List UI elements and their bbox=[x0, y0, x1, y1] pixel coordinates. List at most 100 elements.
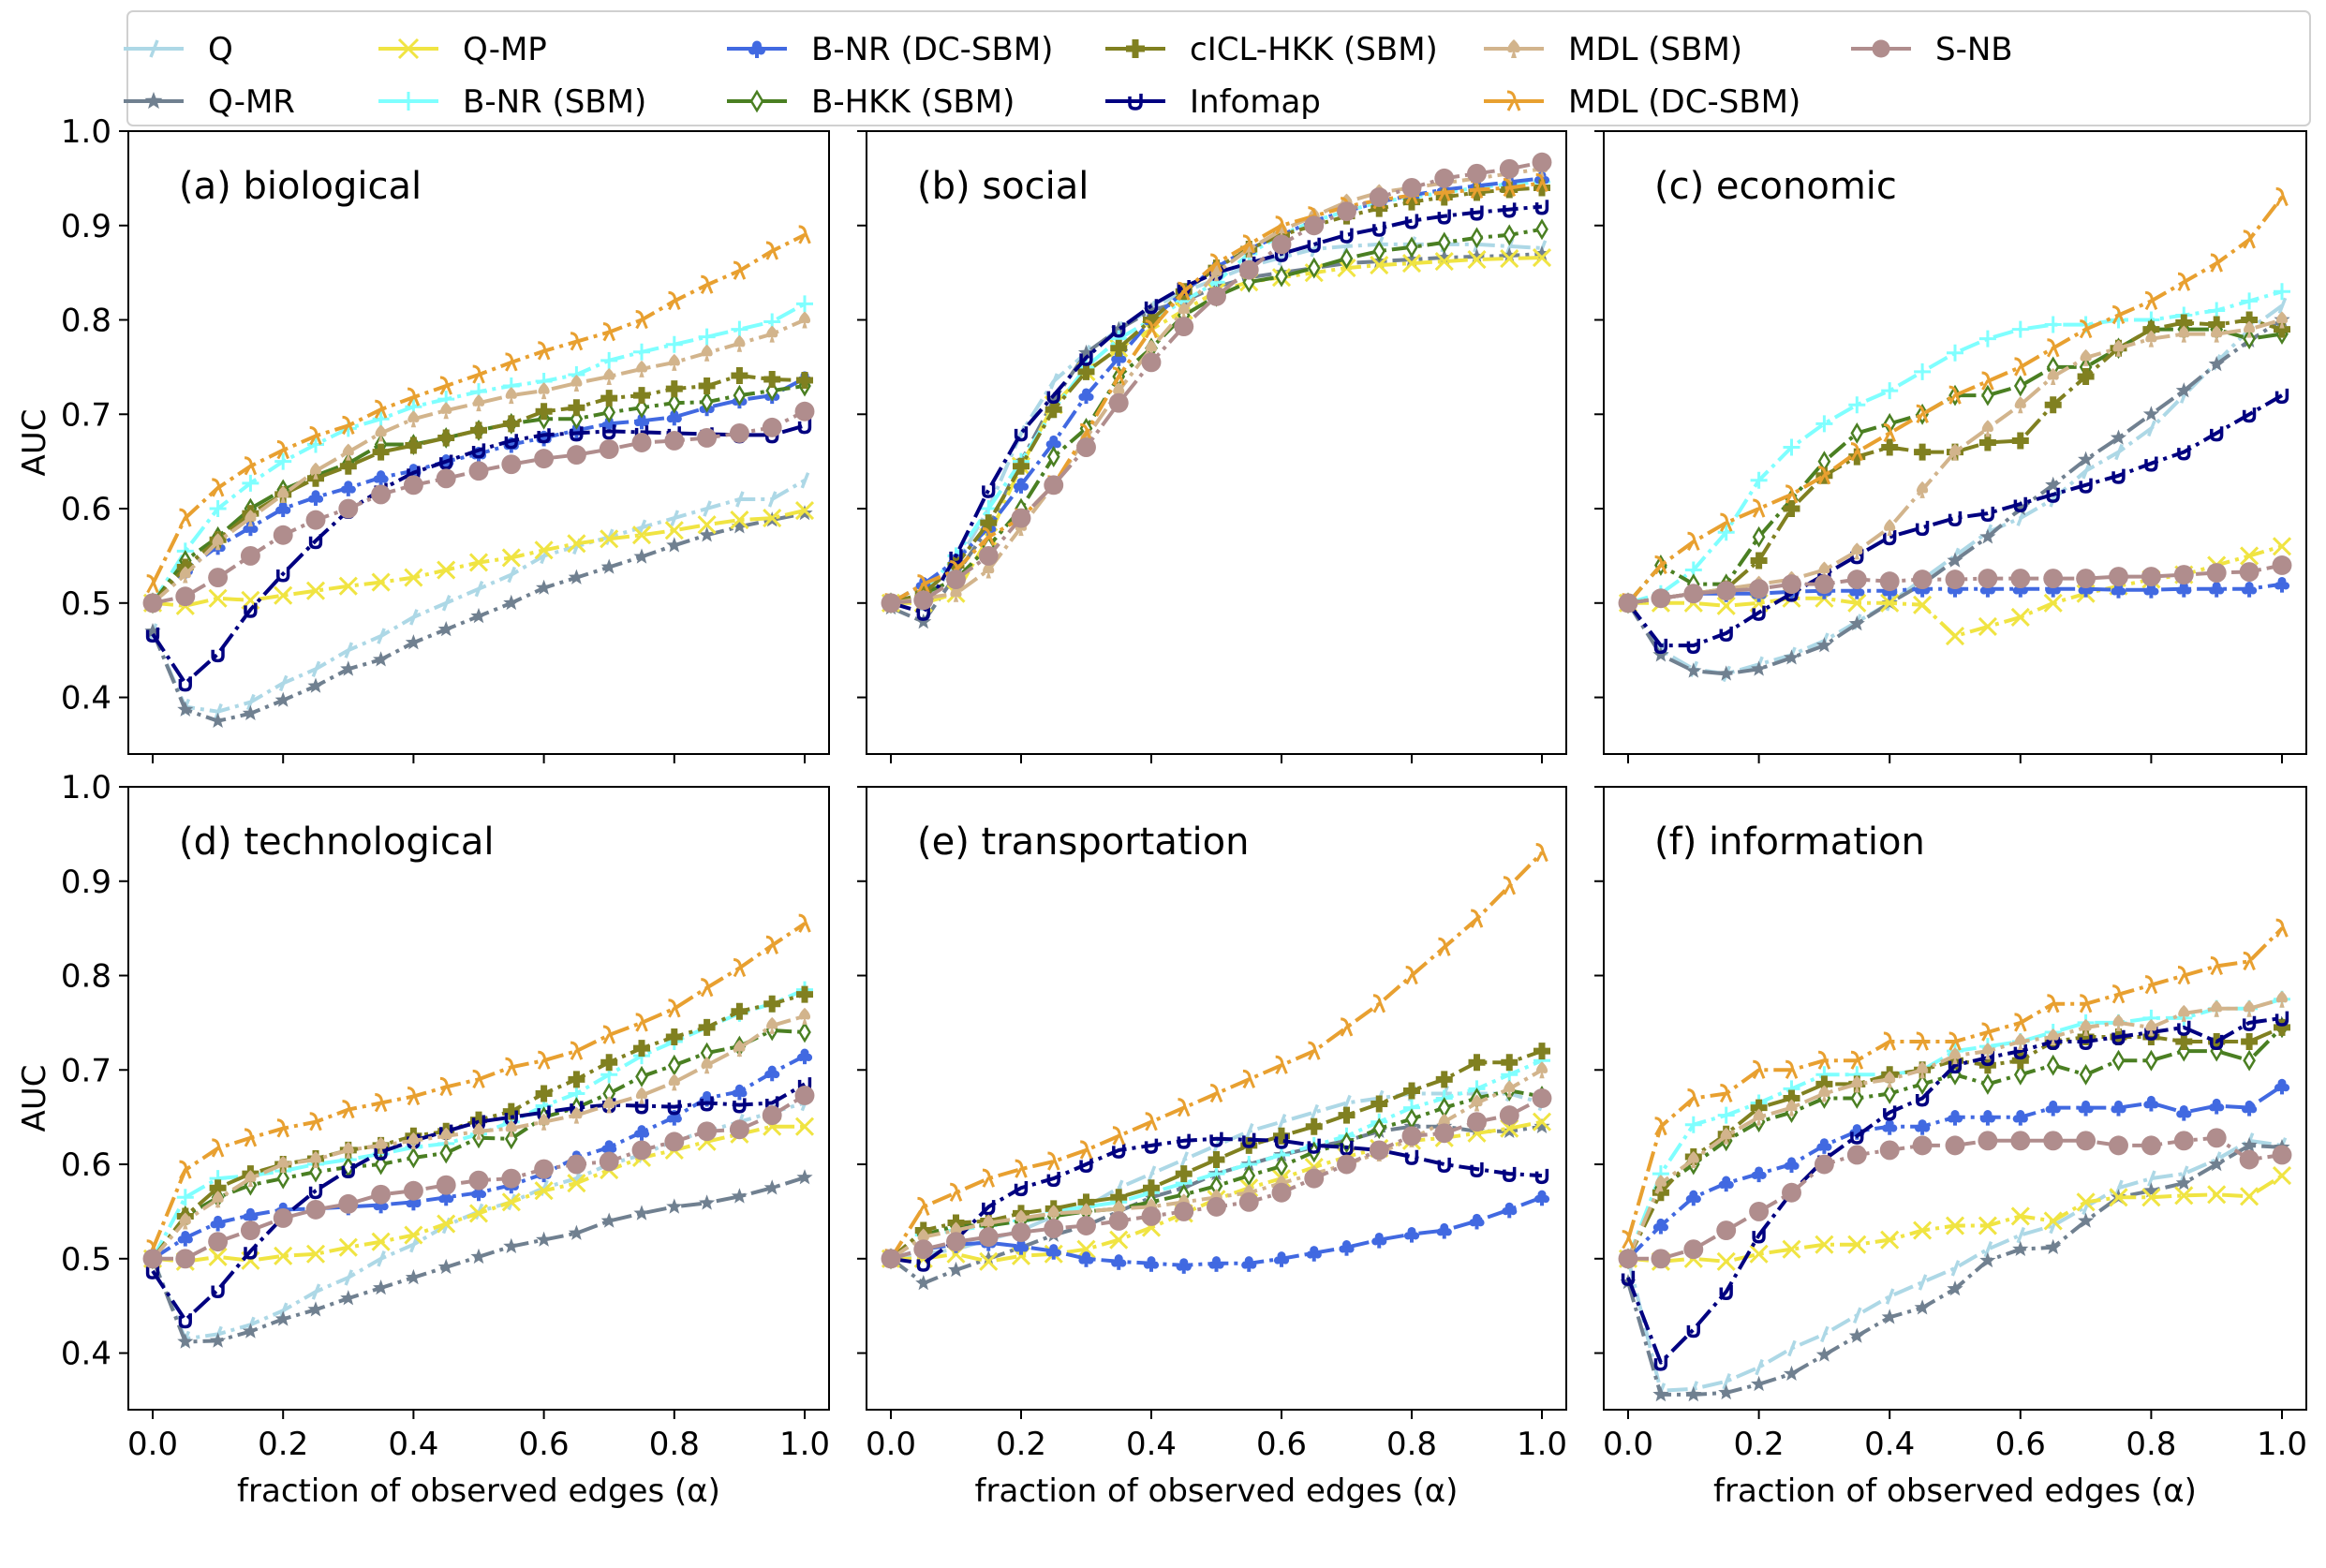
data-point bbox=[700, 978, 714, 998]
data-point bbox=[1978, 330, 1996, 348]
data-point bbox=[1653, 638, 1668, 655]
data-point bbox=[439, 1142, 453, 1164]
data-point bbox=[2111, 1100, 2126, 1117]
data-point bbox=[1013, 478, 1030, 494]
data-point bbox=[243, 1207, 259, 1224]
data-point bbox=[2114, 443, 2124, 461]
data-point bbox=[1820, 1325, 1830, 1343]
data-point bbox=[881, 593, 901, 614]
data-point bbox=[1914, 1299, 1931, 1315]
data-point bbox=[210, 1215, 226, 1232]
data-point bbox=[633, 1125, 650, 1141]
data-point bbox=[982, 1200, 996, 1216]
data-point bbox=[1468, 248, 1486, 264]
data-point bbox=[1470, 205, 1484, 221]
data-point bbox=[599, 439, 619, 460]
data-point bbox=[1755, 1358, 1764, 1376]
data-point bbox=[2077, 367, 2095, 385]
data-point bbox=[274, 585, 293, 605]
data-point bbox=[1049, 373, 1059, 390]
data-point bbox=[404, 568, 423, 587]
y-tick-label: 0.8 bbox=[61, 303, 111, 340]
series-line bbox=[151, 374, 806, 605]
data-point bbox=[1307, 257, 1321, 279]
series-s-nb bbox=[142, 401, 815, 614]
data-point bbox=[950, 584, 962, 602]
panel-title: (c) economic bbox=[1654, 165, 1897, 208]
data-point bbox=[1337, 201, 1356, 222]
series-line bbox=[890, 252, 1543, 624]
data-point bbox=[1980, 1050, 1995, 1067]
plot-area bbox=[1603, 786, 2307, 1411]
data-point bbox=[1945, 1135, 1965, 1156]
data-point bbox=[1435, 1071, 1453, 1088]
data-point bbox=[2145, 1018, 2157, 1036]
data-point bbox=[145, 1264, 160, 1280]
data-point bbox=[2109, 1135, 2128, 1156]
legend-entry-b-nr-sbm: B-NR (SBM) bbox=[378, 83, 646, 121]
data-point bbox=[1304, 1168, 1325, 1189]
legend-label: B-HKK (SBM) bbox=[811, 83, 1015, 121]
data-point bbox=[2080, 348, 2092, 366]
legend-label: MDL (SBM) bbox=[1568, 31, 1742, 68]
series-line bbox=[1626, 303, 2284, 676]
series-layer bbox=[142, 913, 815, 1349]
data-point bbox=[666, 537, 683, 553]
y-tick-label: 0.5 bbox=[61, 1241, 111, 1279]
data-point bbox=[2044, 396, 2062, 414]
data-point bbox=[374, 1145, 388, 1161]
data-point bbox=[344, 1269, 354, 1286]
x-tick-label: 0.2 bbox=[258, 1426, 308, 1463]
data-point bbox=[2111, 1029, 2126, 1045]
data-point bbox=[733, 957, 747, 978]
data-point bbox=[1981, 384, 1994, 407]
data-point bbox=[950, 1221, 962, 1239]
data-point bbox=[468, 1204, 489, 1223]
data-point bbox=[763, 370, 781, 388]
data-point bbox=[503, 1237, 520, 1253]
data-point bbox=[1145, 1112, 1158, 1132]
data-point bbox=[1881, 382, 1899, 400]
data-point bbox=[2210, 253, 2223, 273]
data-point bbox=[1978, 434, 1996, 451]
data-point bbox=[342, 415, 355, 436]
data-point bbox=[731, 1188, 748, 1204]
data-point bbox=[371, 1184, 392, 1205]
data-point bbox=[2011, 320, 2029, 338]
data-point bbox=[505, 1057, 518, 1076]
data-point bbox=[2209, 1098, 2225, 1115]
data-point bbox=[374, 1153, 388, 1176]
y-tick-label: 0.7 bbox=[61, 396, 111, 434]
data-point bbox=[2206, 1128, 2227, 1148]
data-point bbox=[634, 1099, 649, 1115]
data-point bbox=[1532, 1088, 1552, 1108]
data-point bbox=[796, 1169, 813, 1185]
data-point bbox=[1914, 443, 1932, 461]
x-tick-label: 0.2 bbox=[996, 1426, 1046, 1463]
data-point bbox=[2045, 1100, 2061, 1117]
legend-entry-mdl-sbm: MDL (SBM) bbox=[1484, 31, 1742, 68]
series-s-nb bbox=[142, 1086, 815, 1269]
data-point bbox=[1467, 1112, 1487, 1132]
data-point bbox=[1242, 1164, 1256, 1187]
data-point bbox=[338, 576, 358, 596]
data-point bbox=[633, 343, 650, 361]
data-point bbox=[1401, 178, 1422, 198]
data-point bbox=[1848, 1327, 1865, 1343]
data-point bbox=[2242, 407, 2257, 423]
data-point bbox=[179, 508, 192, 527]
data-point bbox=[664, 431, 685, 451]
data-point bbox=[1405, 236, 1418, 259]
data-point bbox=[1717, 1106, 1735, 1124]
data-point bbox=[731, 366, 748, 384]
data-point bbox=[731, 320, 748, 338]
data-point bbox=[1653, 1355, 1668, 1371]
plot-area bbox=[127, 130, 830, 755]
data-point bbox=[2013, 375, 2027, 397]
data-point bbox=[1719, 1284, 1733, 1301]
legend-marker-club-icon bbox=[748, 40, 765, 58]
data-point bbox=[1143, 1179, 1160, 1197]
y-tick-label: 0.9 bbox=[61, 864, 111, 901]
data-point bbox=[535, 1085, 553, 1102]
data-point bbox=[980, 514, 998, 532]
